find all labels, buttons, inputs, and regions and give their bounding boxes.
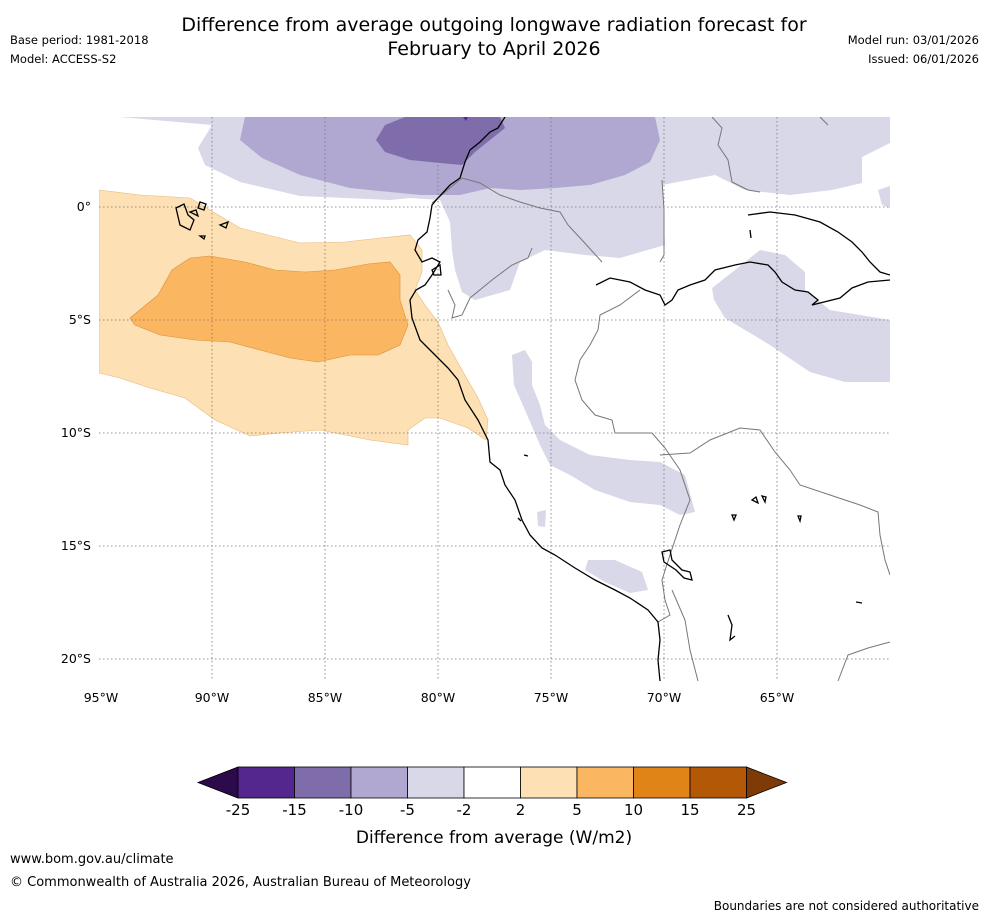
lake-titicaca [661,549,693,581]
colorbar-tick-label: -15 [282,801,307,819]
colorbar-tick-label: -5 [400,801,415,819]
footer-copyright: © Commonwealth of Australia 2026, Austra… [10,875,471,890]
border-colombia-brazil [659,179,665,263]
anomaly-area-light-purple-small1 [537,510,546,527]
lat-label: 20°S [61,651,91,666]
footer-disclaimer: Boundaries are not considered authoritat… [713,899,979,913]
lon-label: 70°W [647,690,682,705]
islet-1 [523,454,529,457]
latitude-labels: 0° 5°S 10°S 15°S 20°S [61,199,91,666]
lon-label: 75°W [534,690,569,705]
galapagos-island-4 [218,220,230,229]
lake-7 [749,229,752,239]
lon-label: 80°W [421,690,456,705]
amazon-river-north [747,211,890,276]
colorbar-label: Difference from average (W/m2) [356,828,632,848]
border-colombia-venezuela [711,117,761,193]
colorbar-segment [576,766,634,799]
colorbar-segment [294,766,352,799]
pacific-coastline [409,117,661,681]
anomaly-area-darkest-purple [463,117,468,121]
anomaly-area-light-purple-east [712,250,890,382]
border-south [837,641,890,681]
anomaly-field [99,117,890,593]
lat-label: 5°S [69,312,91,327]
lake-5 [727,614,736,642]
longitude-labels: 95°W 90°W 85°W 80°W 75°W 70°W 65°W [84,690,795,705]
anomaly-area-light-purple-small3 [764,120,770,136]
galapagos-island-1 [175,203,195,231]
galapagos-island-2 [188,209,200,218]
colorbar-tick-label: -25 [226,801,251,819]
anomaly-area-dark-purple [376,117,505,165]
lon-label: 85°W [308,690,343,705]
anomaly-area-light-purple-small2 [585,560,648,593]
colorbar-segment [633,766,691,799]
lake-6 [855,601,863,604]
border-peru-brazil [574,289,652,434]
lake-4 [797,515,802,524]
lake-3 [760,495,767,504]
border-peru-bolivia [651,432,691,623]
galapagos-island-5 [198,235,206,241]
border-bolivia-chile [671,589,699,681]
colorbar-tick-label: 2 [516,801,526,819]
lon-label: 65°W [760,690,795,705]
border-north-east [819,117,829,126]
lake-1 [731,514,737,522]
anomaly-area-light-purple-south [512,350,695,515]
colorbar-tick-label: 25 [737,801,756,819]
model-name: Model: ACCESS-S2 [10,52,117,66]
map-title-line1: Difference from average outgoing longwav… [181,14,807,36]
colorbar-segment [689,766,747,799]
border-ecuador-peru [447,247,533,319]
colorbar: -25 -15 -10 -5 -2 2 5 10 15 25 [196,766,788,819]
colorbar-segment [407,766,465,799]
gulf-of-guayaquil-island [431,263,442,276]
anomaly-area-light-purple-island [878,186,890,208]
colorbar-extend-low [196,766,239,799]
colorbar-tick-label: 15 [680,801,699,819]
colorbar-segment [520,766,578,799]
colorbar-extend-high [746,766,788,799]
coastlines [175,117,890,681]
border-bolivia-brazil [659,427,890,576]
anomaly-area-orange [129,255,409,363]
base-period: Base period: 1981-2018 [10,33,149,47]
lake-2 [750,495,760,505]
colorbar-tick-label: -10 [339,801,364,819]
colorbar-tick-label: 10 [624,801,643,819]
galapagos-island-3 [197,201,207,211]
colorbar-tick-label: 5 [572,801,582,819]
lon-label: 90°W [195,690,230,705]
lon-label: 95°W [84,690,119,705]
lat-label: 15°S [61,538,91,553]
issued-date: Issued: 06/01/2026 [868,52,979,66]
colorbar-tick-label: -2 [457,801,472,819]
colorbar-segment [237,766,295,799]
country-borders [431,117,890,681]
colorbar-segment [463,766,521,799]
model-run: Model run: 03/01/2026 [847,33,979,47]
border-ecuador-colombia [431,177,603,263]
colorbar-segment [350,766,408,799]
amazon-river [595,261,890,306]
lat-label: 10°S [61,425,91,440]
map-title-line2: February to April 2026 [387,38,601,60]
islet-2 [517,517,522,522]
footer-url: www.bom.gov.au/climate [10,852,174,867]
lat-label: 0° [77,199,91,214]
